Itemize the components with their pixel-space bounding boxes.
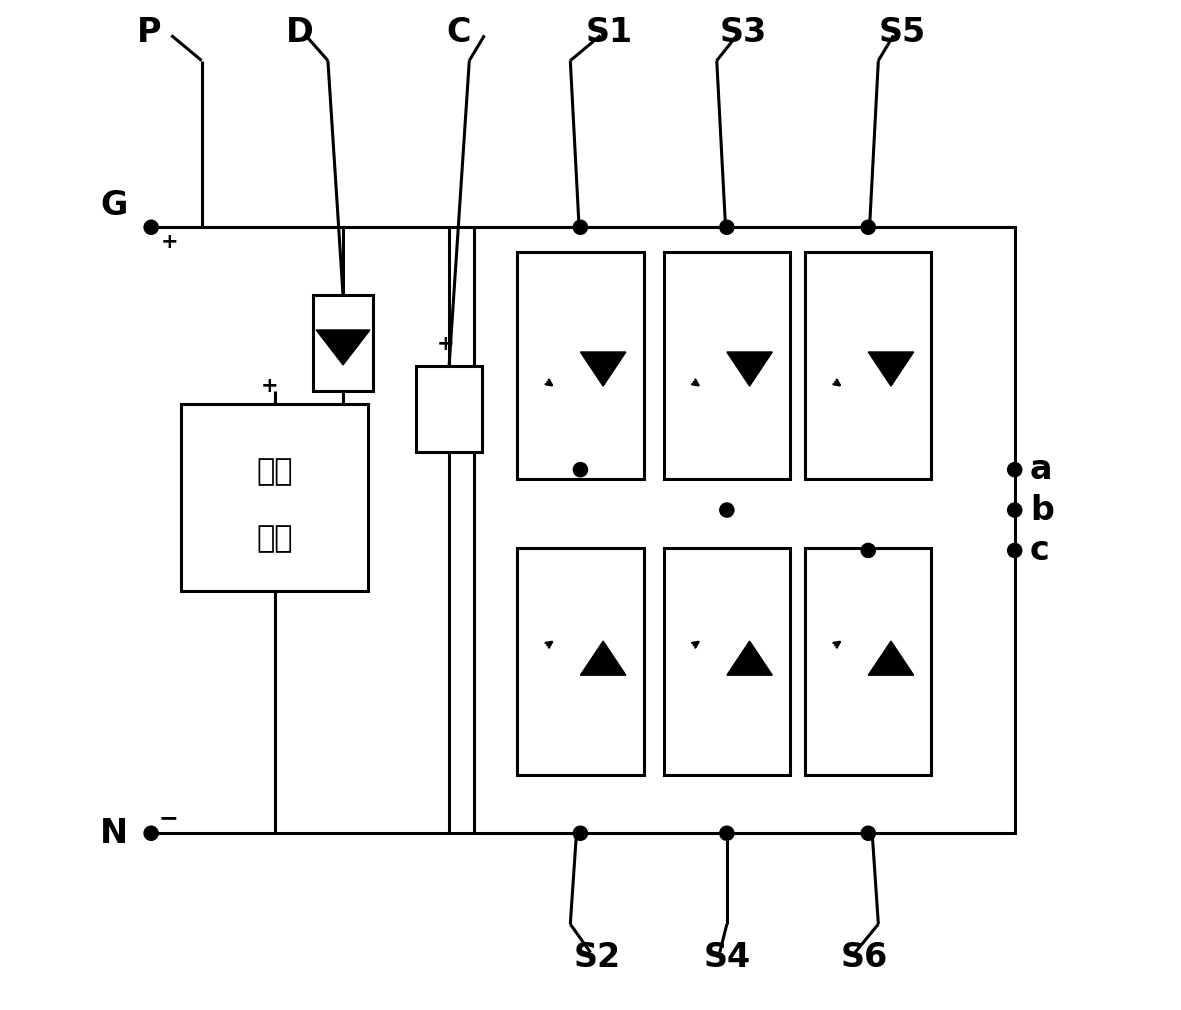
Text: +: + <box>261 376 279 396</box>
Bar <box>805 251 932 480</box>
Text: b: b <box>1030 494 1053 526</box>
Polygon shape <box>726 352 772 386</box>
Text: −: − <box>158 806 178 830</box>
Text: D: D <box>286 16 313 48</box>
Circle shape <box>144 220 158 234</box>
Circle shape <box>719 503 733 517</box>
Bar <box>517 547 644 776</box>
Text: N: N <box>100 817 128 849</box>
Circle shape <box>861 220 875 234</box>
Text: a: a <box>1030 453 1052 486</box>
Circle shape <box>861 543 875 558</box>
Bar <box>805 547 932 776</box>
Text: 辅助: 辅助 <box>256 457 293 486</box>
Bar <box>313 296 373 391</box>
Text: +: + <box>162 232 178 252</box>
Bar <box>664 547 790 776</box>
Polygon shape <box>726 641 772 676</box>
Text: c: c <box>1030 534 1050 567</box>
Polygon shape <box>317 330 370 365</box>
Circle shape <box>573 463 587 477</box>
Bar <box>475 227 1014 833</box>
Text: G: G <box>100 189 128 222</box>
Bar <box>517 251 644 480</box>
Circle shape <box>719 826 733 840</box>
Polygon shape <box>580 641 626 676</box>
Polygon shape <box>580 352 626 386</box>
Text: S1: S1 <box>586 16 633 48</box>
Text: S4: S4 <box>704 941 751 974</box>
Circle shape <box>1007 503 1022 517</box>
Text: S6: S6 <box>841 941 888 974</box>
Text: +: + <box>437 334 455 355</box>
Circle shape <box>573 220 587 234</box>
Circle shape <box>719 220 733 234</box>
Bar <box>664 251 790 480</box>
Text: 电源: 电源 <box>256 524 293 553</box>
Circle shape <box>573 826 587 840</box>
Text: S2: S2 <box>573 941 620 974</box>
Text: P: P <box>137 16 162 48</box>
Circle shape <box>1007 543 1022 558</box>
Circle shape <box>144 826 158 840</box>
Text: S3: S3 <box>719 16 766 48</box>
Text: S5: S5 <box>879 16 926 48</box>
Bar <box>182 404 368 591</box>
Polygon shape <box>868 352 914 386</box>
Circle shape <box>861 826 875 840</box>
Text: C: C <box>446 16 471 48</box>
Bar <box>416 367 482 452</box>
Circle shape <box>1007 463 1022 477</box>
Polygon shape <box>868 641 914 676</box>
